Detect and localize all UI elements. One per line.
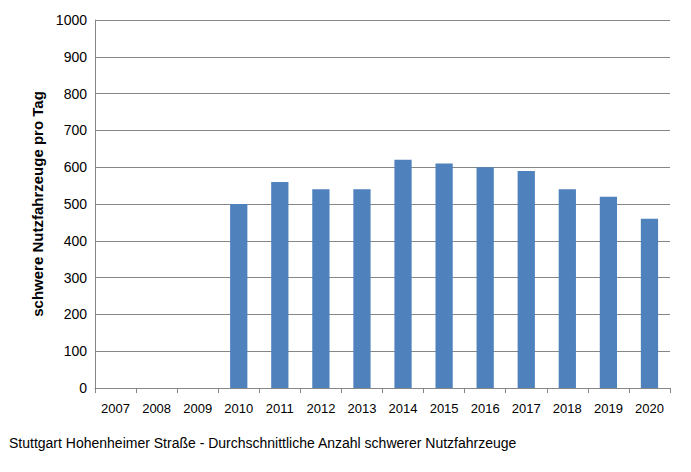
svg-text:2018: 2018 xyxy=(553,401,582,416)
svg-text:2019: 2019 xyxy=(594,401,623,416)
svg-text:2011: 2011 xyxy=(266,401,294,416)
svg-text:900: 900 xyxy=(64,49,88,65)
svg-text:2008: 2008 xyxy=(142,401,171,416)
svg-text:100: 100 xyxy=(64,343,88,359)
svg-text:Stuttgart Hohenheimer Straße -: Stuttgart Hohenheimer Straße - Durchschn… xyxy=(9,435,517,451)
svg-text:2013: 2013 xyxy=(348,401,377,416)
svg-text:600: 600 xyxy=(64,159,88,175)
svg-text:2015: 2015 xyxy=(430,401,459,416)
svg-text:2009: 2009 xyxy=(183,401,212,416)
svg-text:300: 300 xyxy=(64,270,88,286)
svg-text:2017: 2017 xyxy=(512,401,541,416)
svg-text:2012: 2012 xyxy=(306,401,335,416)
svg-text:700: 700 xyxy=(64,122,88,138)
svg-text:800: 800 xyxy=(64,86,88,102)
svg-text:1000: 1000 xyxy=(56,12,87,28)
svg-text:2007: 2007 xyxy=(101,401,130,416)
svg-text:200: 200 xyxy=(64,306,88,322)
svg-text:2016: 2016 xyxy=(471,401,500,416)
svg-text:500: 500 xyxy=(64,196,88,212)
svg-text:2010: 2010 xyxy=(224,401,253,416)
svg-text:400: 400 xyxy=(64,233,88,249)
svg-text:schwere Nutzfahrzeuge pro Tag: schwere Nutzfahrzeuge pro Tag xyxy=(29,91,46,317)
svg-text:2020: 2020 xyxy=(635,401,664,416)
svg-text:2014: 2014 xyxy=(389,401,418,416)
svg-text:0: 0 xyxy=(79,380,87,396)
